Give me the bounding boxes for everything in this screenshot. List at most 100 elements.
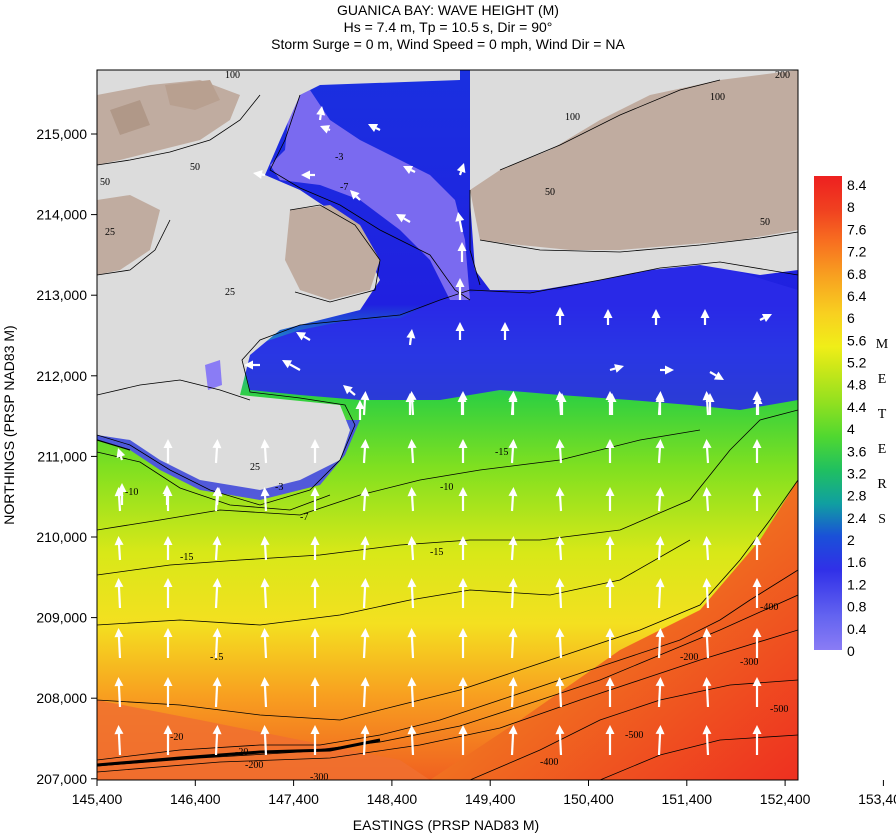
y-tick-label: 207,000 xyxy=(36,771,87,787)
wave-arrow xyxy=(508,439,518,464)
wave-arrow xyxy=(114,628,124,659)
x-tick-label: 145,400 xyxy=(72,791,123,807)
x-tick-label: 148,400 xyxy=(367,791,418,807)
y-tick-label: 213,000 xyxy=(36,287,87,303)
y-axis-label: NORTHINGS (PRSP NAD83 M) xyxy=(1,325,17,524)
low-land-west xyxy=(97,70,460,490)
wave-arrow xyxy=(360,677,370,708)
wave-arrow xyxy=(213,487,223,506)
wave-arrow xyxy=(114,578,124,609)
wave-arrow xyxy=(360,725,370,756)
wave-arrow xyxy=(260,536,270,561)
colorbar-tick-label: 7.6 xyxy=(847,221,867,237)
wave-arrow xyxy=(458,725,468,755)
wave-arrow xyxy=(212,578,222,609)
colorbar-unit-letter: S xyxy=(878,512,886,527)
wave-arrow xyxy=(212,536,222,561)
wave-arrow xyxy=(702,439,712,464)
map-plot-area: 200 100 100 50 50 25 25 50 100 50 25 -3 … xyxy=(97,70,798,780)
wave-arrow xyxy=(407,628,417,659)
map-title-line2: Hs = 7.4 m, Tp = 10.5 s, Dir = 90° xyxy=(343,19,553,35)
wave-arrow xyxy=(508,536,518,561)
wave-arrow xyxy=(212,628,222,659)
contour-label: -500 xyxy=(770,704,788,715)
colorbar-tick-label: 0 xyxy=(847,643,855,659)
wave-arrow xyxy=(555,439,565,464)
contour-lines xyxy=(97,79,798,780)
colorbar-tick-label: 1.2 xyxy=(847,576,867,592)
wave-arrow xyxy=(260,487,270,512)
contour-label: -20 xyxy=(170,732,183,743)
colorbar-tick-label: 4.8 xyxy=(847,377,867,393)
contour-label: -15 xyxy=(180,552,193,563)
wave-arrow xyxy=(508,393,518,415)
wave-arrow xyxy=(458,487,468,511)
wave-arrow xyxy=(702,578,712,609)
wave-arrow xyxy=(407,578,417,609)
x-tick-label: 149,400 xyxy=(465,791,516,807)
contour-label: -20 xyxy=(235,747,248,758)
wave-arrow xyxy=(405,393,415,415)
wave-arrow xyxy=(603,309,613,325)
wave-arrow xyxy=(702,487,712,512)
wave-arrow xyxy=(702,536,712,561)
wave-arrow xyxy=(162,485,172,505)
wave-arrow xyxy=(605,725,615,755)
contour-label: -7 xyxy=(300,512,308,523)
colorbar-tick-label: 2.8 xyxy=(847,488,867,504)
wave-arrow xyxy=(260,439,270,464)
contour-label: 50 xyxy=(760,217,770,228)
wave-arrow xyxy=(555,725,565,756)
wave-arrow xyxy=(301,170,315,180)
contour-label: 100 xyxy=(225,70,240,81)
colorbar-tick-label: 2.4 xyxy=(847,510,867,526)
wave-arrow xyxy=(368,124,381,133)
wave-arrow xyxy=(403,166,416,175)
colorbar xyxy=(814,176,842,650)
wave-arrow xyxy=(360,439,370,464)
wave-arrow xyxy=(655,536,665,561)
wave-arrow xyxy=(702,677,712,708)
colorbar-unit-letter: M xyxy=(876,337,889,352)
wave-arrow xyxy=(310,725,320,755)
wave-arrow xyxy=(655,578,665,609)
wave-arrow xyxy=(458,578,468,608)
contour-label: -400 xyxy=(540,757,558,768)
colorbar-tick-label: 6.4 xyxy=(847,288,867,304)
wave-arrow xyxy=(752,725,762,755)
y-tick-label: 208,000 xyxy=(36,690,87,706)
wave-arrow xyxy=(310,628,320,658)
contour-label-group: 200 100 100 50 50 25 25 50 100 50 25 -3 … xyxy=(100,70,790,780)
colorbar-tick-label: 8.4 xyxy=(847,177,867,193)
contour-label: 200 xyxy=(775,70,790,81)
colorbar-unit: M E T E R S xyxy=(876,337,889,527)
wave-arrow xyxy=(456,163,466,176)
wave-arrow xyxy=(655,677,665,708)
wave-arrow xyxy=(212,439,222,464)
hilltop-west xyxy=(110,100,150,135)
wave-arrow xyxy=(555,536,565,561)
wave-arrow xyxy=(360,628,370,659)
wave-arrow xyxy=(655,725,665,756)
wave-arrow xyxy=(355,400,365,420)
contour-label: -400 xyxy=(760,602,778,613)
wave-arrow xyxy=(555,578,565,609)
wave-arrow xyxy=(709,371,724,380)
hill-central xyxy=(285,205,380,300)
wave-arrow xyxy=(752,439,762,463)
colorbar-unit-letter: T xyxy=(878,407,887,422)
wave-arrow xyxy=(260,628,270,659)
x-tick-label: 151,400 xyxy=(661,791,712,807)
colorbar-tick-label: 3.2 xyxy=(847,465,867,481)
contour-label: -15 xyxy=(430,547,443,558)
wave-arrow xyxy=(282,360,301,371)
contour-label: -7 xyxy=(340,182,348,193)
colorbar-tick-label: 7.2 xyxy=(847,244,867,260)
wave-arrow xyxy=(752,578,762,608)
wave-arrow xyxy=(114,677,124,708)
wave-arrow xyxy=(555,307,565,325)
colorbar-tick-label: 6.8 xyxy=(847,266,867,282)
x-tick-label: 150,400 xyxy=(563,791,614,807)
wave-arrow xyxy=(260,677,270,708)
